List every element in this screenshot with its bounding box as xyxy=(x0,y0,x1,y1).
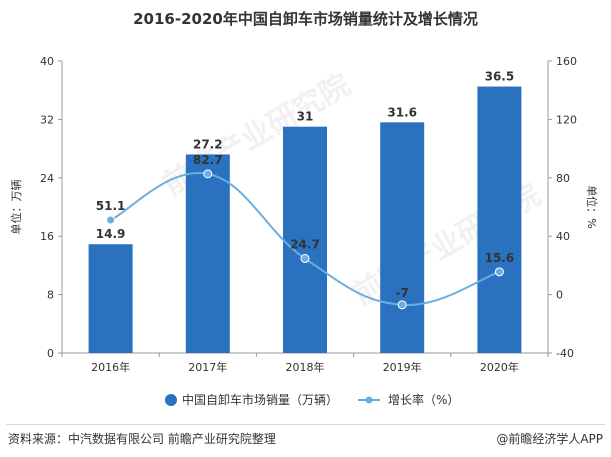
bar xyxy=(380,122,425,353)
growth-rate-point xyxy=(397,300,407,310)
x-tick-label: 2020年 xyxy=(480,360,519,374)
bar xyxy=(477,86,522,354)
y-tick-label-right: 0 xyxy=(556,289,563,302)
bar-value-label: 27.2 xyxy=(193,137,223,151)
growth-rate-point xyxy=(106,215,116,225)
line-value-label: 24.7 xyxy=(290,238,320,252)
legend-swatch-line-marker xyxy=(365,396,373,404)
chart-area: 0 8 16 24 32 40 -40 0 40 80 120 160 2016年 2017年 2018年 2… xyxy=(9,55,599,407)
bar xyxy=(185,154,230,353)
legend-label-bar: 中国自卸车市场销量（万辆） xyxy=(182,392,338,407)
bar xyxy=(88,244,133,353)
line-value-label: 51.1 xyxy=(96,199,126,213)
line-value-label: 15.6 xyxy=(485,251,515,265)
line-value-label: -7 xyxy=(396,286,409,300)
growth-rate-point xyxy=(203,169,213,179)
bar-value-label: 14.9 xyxy=(96,227,126,241)
x-tick-label: 2017年 xyxy=(188,360,227,374)
brand-credit: @前瞻经济学人APP xyxy=(496,432,603,446)
y-tick-label-right: 80 xyxy=(556,172,570,185)
y-tick-label-left: 40 xyxy=(40,55,54,68)
x-tick-label: 2016年 xyxy=(91,360,130,374)
y-tick-label-left: 0 xyxy=(47,347,54,360)
growth-rate-point xyxy=(300,254,310,264)
y-tick-label-left: 32 xyxy=(40,113,54,126)
chart-title: 2016-2020年中国自卸车市场销量统计及增长情况 xyxy=(133,10,478,28)
bar-value-label: 36.5 xyxy=(485,70,515,84)
y-tick-label-left: 8 xyxy=(47,289,54,302)
growth-rate-point xyxy=(494,267,504,277)
line-value-label: 82.7 xyxy=(193,153,223,167)
footer-divider xyxy=(6,424,605,425)
y-axis-label-right: 单位：% xyxy=(585,185,599,228)
y-axis-label-left: 单位：万辆 xyxy=(9,180,23,235)
y-tick-label-right: -40 xyxy=(556,347,574,360)
x-tick-label: 2018年 xyxy=(286,360,325,374)
y-tick-label-left: 16 xyxy=(40,230,54,243)
y-tick-label-right: 40 xyxy=(556,230,570,243)
legend-label-line: 增长率（%） xyxy=(388,392,459,407)
legend-swatch-bar xyxy=(165,394,177,406)
bar-value-label: 31 xyxy=(297,110,314,124)
x-tick-label: 2019年 xyxy=(383,360,422,374)
source-note: 资料来源：中汽数据有限公司 前瞻产业研究院整理 xyxy=(8,432,276,446)
y-tick-label-left: 24 xyxy=(40,172,54,185)
bar-value-label: 31.6 xyxy=(387,105,417,119)
y-tick-label-right: 160 xyxy=(556,55,577,68)
y-tick-label-right: 120 xyxy=(556,113,577,126)
bar xyxy=(283,126,327,353)
